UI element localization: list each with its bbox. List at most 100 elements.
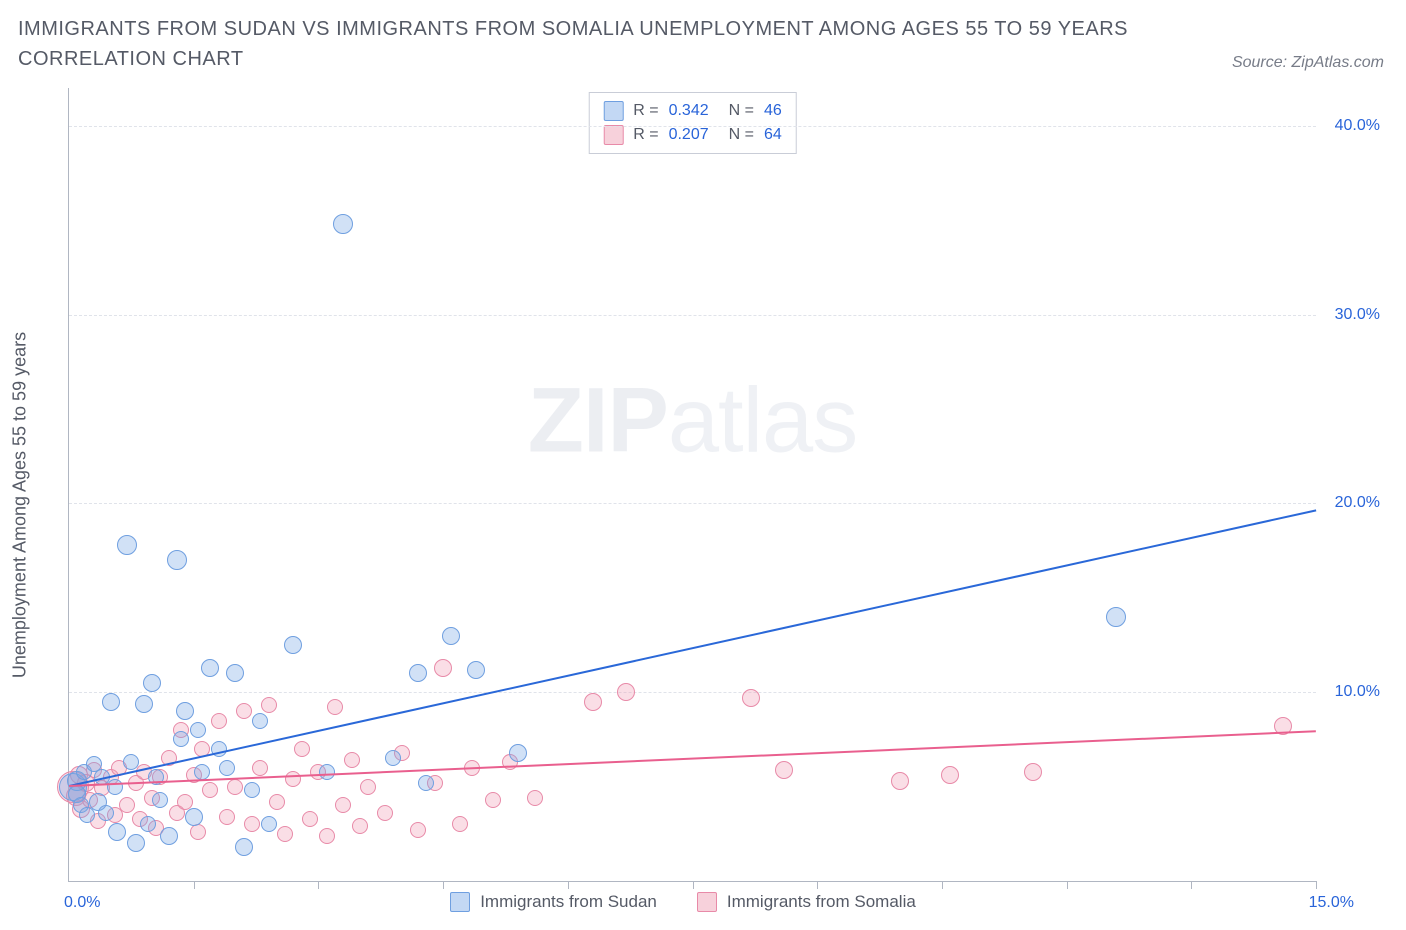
data-point	[194, 764, 210, 780]
data-point	[269, 794, 285, 810]
data-point	[261, 697, 277, 713]
data-point	[319, 764, 335, 780]
legend-swatch-icon	[697, 892, 717, 912]
data-point	[344, 752, 360, 768]
r-value-sudan: 0.342	[669, 102, 709, 120]
source-label: Source:	[1232, 54, 1287, 71]
data-point	[941, 766, 959, 784]
correlation-legend: R = 0.342 N = 46 R = 0.207 N = 64	[588, 92, 797, 154]
data-point	[294, 741, 310, 757]
data-point	[452, 816, 468, 832]
data-point	[333, 214, 353, 234]
data-point	[252, 713, 268, 729]
x-axis-max-label: 15.0%	[1309, 894, 1354, 912]
data-point	[160, 827, 178, 845]
data-point	[742, 689, 760, 707]
data-point	[152, 792, 168, 808]
y-tick-label: 40.0%	[1335, 117, 1380, 135]
n-label: N =	[729, 126, 754, 144]
data-point	[467, 661, 485, 679]
data-point	[485, 792, 501, 808]
legend-label: Immigrants from Somalia	[727, 892, 916, 912]
data-point	[135, 695, 153, 713]
gridline-horizontal	[69, 126, 1316, 127]
data-point	[434, 659, 452, 677]
legend-label: Immigrants from Sudan	[480, 892, 657, 912]
watermark-thin: atlas	[668, 370, 857, 472]
data-point	[377, 805, 393, 821]
data-point	[277, 826, 293, 842]
data-point	[143, 674, 161, 692]
data-point	[227, 779, 243, 795]
y-tick-label: 10.0%	[1335, 683, 1380, 701]
data-point	[409, 664, 427, 682]
data-point	[261, 816, 277, 832]
data-point	[102, 693, 120, 711]
x-tick-mark	[942, 881, 943, 889]
trend-line	[69, 509, 1316, 787]
x-tick-mark	[318, 881, 319, 889]
data-point	[385, 750, 401, 766]
x-tick-mark	[568, 881, 569, 889]
data-point	[410, 822, 426, 838]
y-tick-label: 30.0%	[1335, 306, 1380, 324]
data-point	[219, 809, 235, 825]
legend-item-sudan: Immigrants from Sudan	[450, 892, 657, 912]
y-axis-label: Unemployment Among Ages 55 to 59 years	[10, 332, 31, 678]
data-point	[360, 779, 376, 795]
plot-area: ZIPatlas R = 0.342 N = 46 R = 0.207 N = …	[68, 88, 1316, 882]
data-point	[127, 834, 145, 852]
series-legend: Immigrants from Sudan Immigrants from So…	[50, 892, 1316, 912]
data-point	[418, 775, 434, 791]
data-point	[327, 699, 343, 715]
data-point	[442, 627, 460, 645]
legend-row-sudan: R = 0.342 N = 46	[603, 101, 782, 121]
legend-swatch-icon	[450, 892, 470, 912]
data-point	[584, 693, 602, 711]
source-link[interactable]: ZipAtlas.com	[1292, 54, 1384, 71]
gridline-horizontal	[69, 503, 1316, 504]
source-credit: Source: ZipAtlas.com	[1232, 54, 1384, 72]
data-point	[1106, 607, 1126, 627]
x-tick-mark	[1316, 881, 1317, 889]
data-point	[775, 761, 793, 779]
x-tick-mark	[693, 881, 694, 889]
n-label: N =	[729, 102, 754, 120]
x-tick-mark	[194, 881, 195, 889]
data-point	[108, 823, 126, 841]
data-point	[335, 797, 351, 813]
data-point	[123, 754, 139, 770]
data-point	[107, 779, 123, 795]
chart-container: Unemployment Among Ages 55 to 59 years Z…	[50, 88, 1386, 922]
x-tick-mark	[1067, 881, 1068, 889]
watermark-bold: ZIP	[528, 370, 668, 472]
data-point	[284, 636, 302, 654]
data-point	[173, 731, 189, 747]
data-point	[235, 838, 253, 856]
data-point	[201, 659, 219, 677]
data-point	[302, 811, 318, 827]
data-point	[98, 805, 114, 821]
data-point	[119, 797, 135, 813]
data-point	[176, 702, 194, 720]
data-point	[252, 760, 268, 776]
n-value-sudan: 46	[764, 102, 782, 120]
x-tick-mark	[817, 881, 818, 889]
n-value-somalia: 64	[764, 126, 782, 144]
r-value-somalia: 0.207	[669, 126, 709, 144]
data-point	[211, 713, 227, 729]
data-point	[617, 683, 635, 701]
x-axis-min-label: 0.0%	[64, 894, 100, 912]
data-point	[190, 824, 206, 840]
x-tick-mark	[443, 881, 444, 889]
data-point	[140, 816, 156, 832]
legend-swatch-pink	[603, 125, 623, 145]
legend-swatch-blue	[603, 101, 623, 121]
data-point	[190, 722, 206, 738]
data-point	[891, 772, 909, 790]
data-point	[226, 664, 244, 682]
gridline-horizontal	[69, 692, 1316, 693]
chart-title: IMMIGRANTS FROM SUDAN VS IMMIGRANTS FROM…	[18, 14, 1146, 74]
data-point	[202, 782, 218, 798]
watermark: ZIPatlas	[528, 369, 857, 474]
